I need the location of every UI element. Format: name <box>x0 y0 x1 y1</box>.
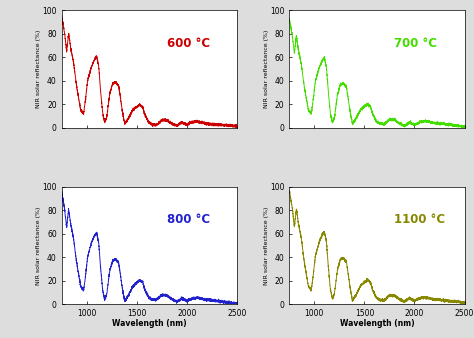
Y-axis label: NIR solar reflectance (%): NIR solar reflectance (%) <box>264 30 269 108</box>
Text: 800 °C: 800 °C <box>167 213 210 226</box>
Text: 700 °C: 700 °C <box>394 37 438 50</box>
X-axis label: Wavelength (nm): Wavelength (nm) <box>112 319 187 329</box>
X-axis label: Wavelength (nm): Wavelength (nm) <box>339 319 414 329</box>
Y-axis label: NIR solar reflectance (%): NIR solar reflectance (%) <box>264 206 269 285</box>
Y-axis label: NIR solar reflectance (%): NIR solar reflectance (%) <box>36 30 41 108</box>
Text: 1100 °C: 1100 °C <box>394 213 446 226</box>
Text: 600 °C: 600 °C <box>167 37 210 50</box>
Y-axis label: NIR solar reflectance (%): NIR solar reflectance (%) <box>36 206 41 285</box>
